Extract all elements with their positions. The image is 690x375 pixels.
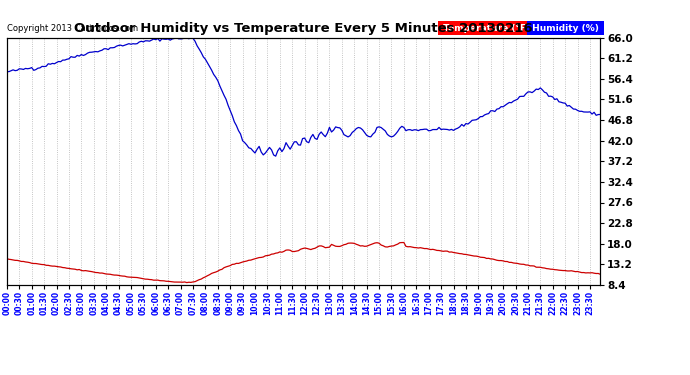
Text: Copyright 2013 Cartronics.com: Copyright 2013 Cartronics.com [7, 24, 138, 33]
Text: Humidity (%): Humidity (%) [529, 24, 602, 33]
Text: Temperature (°F): Temperature (°F) [440, 24, 533, 33]
Title: Outdoor Humidity vs Temperature Every 5 Minutes 20130216: Outdoor Humidity vs Temperature Every 5 … [75, 22, 533, 35]
